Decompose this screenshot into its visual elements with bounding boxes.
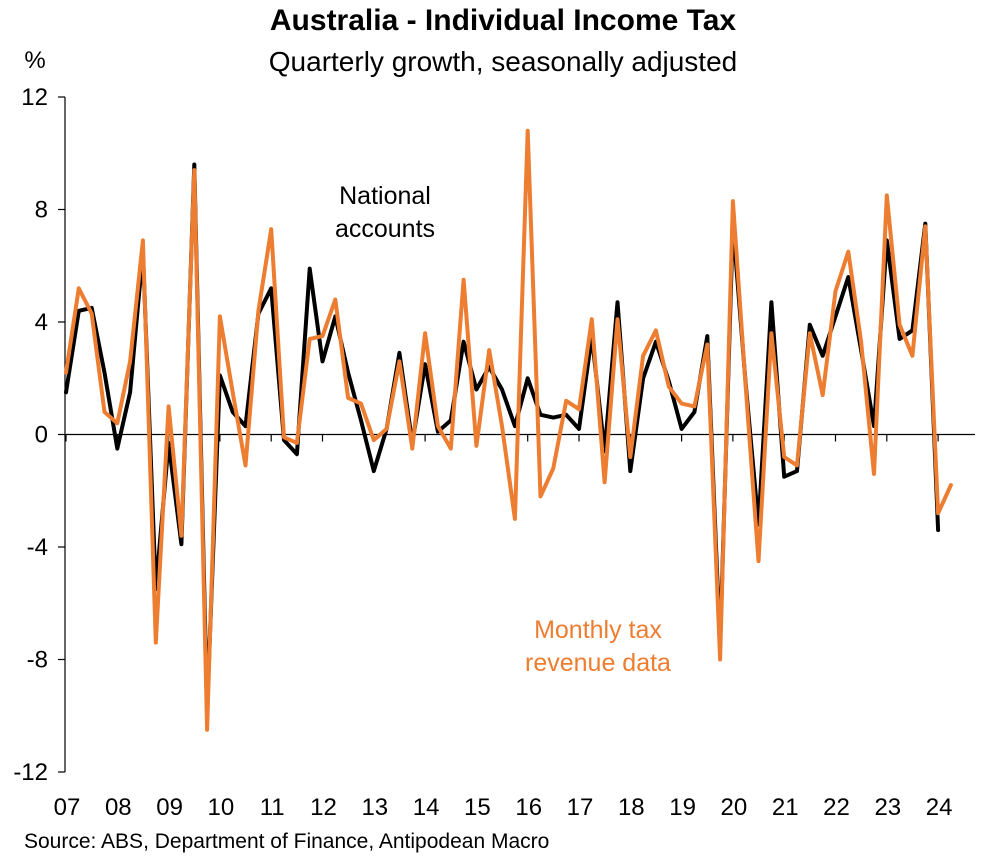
x-tick-label: 18 [618, 794, 645, 821]
x-tick-label: 23 [874, 794, 901, 821]
y-tick-label: 4 [35, 309, 48, 336]
x-tick-label: 24 [926, 794, 953, 821]
x-tick-label: 22 [823, 794, 850, 821]
chart-title: Australia - Individual Income Tax [269, 4, 737, 37]
y-tick-label: 8 [35, 197, 48, 224]
monthly-tax-annotation: Monthly tax revenue data [525, 616, 671, 677]
y-tick-label: 0 [35, 422, 48, 449]
chart-subtitle: Quarterly growth, seasonally adjusted [268, 46, 738, 77]
y-tick-label: -4 [27, 534, 48, 561]
y-tick-label: -8 [27, 647, 48, 674]
y-tick-label: 12 [21, 84, 48, 111]
x-tick-label: 21 [772, 794, 799, 821]
x-tick-label: 14 [413, 794, 440, 821]
annotation-line: Monthly tax [534, 616, 662, 644]
x-tick-label: 09 [156, 794, 183, 821]
annotation-line: accounts [335, 215, 435, 243]
x-tick-label: 10 [208, 794, 235, 821]
x-tick-label: 07 [54, 794, 81, 821]
x-tick-label: 13 [361, 794, 388, 821]
source-note: Source: ABS, Department of Finance, Anti… [24, 830, 550, 853]
series-line-monthly-tax-revenue-data [64, 128, 953, 732]
x-tick-label: 12 [310, 794, 337, 821]
x-tick-label: 11 [260, 794, 285, 821]
x-tick-label: 16 [515, 794, 542, 821]
x-tick-label: 17 [567, 794, 594, 821]
x-tick-label: 19 [669, 794, 696, 821]
y-axis-unit-label: % [24, 47, 45, 74]
x-tick-label: 15 [464, 794, 491, 821]
x-tick-label: 20 [721, 794, 748, 821]
x-tick-label: 08 [105, 794, 132, 821]
series-layer [64, 128, 953, 732]
y-tick-label: -12 [13, 759, 48, 786]
national-accounts-annotation: National accounts [335, 182, 435, 243]
annotation-line: revenue data [525, 649, 671, 677]
annotation-line: National [339, 182, 431, 210]
